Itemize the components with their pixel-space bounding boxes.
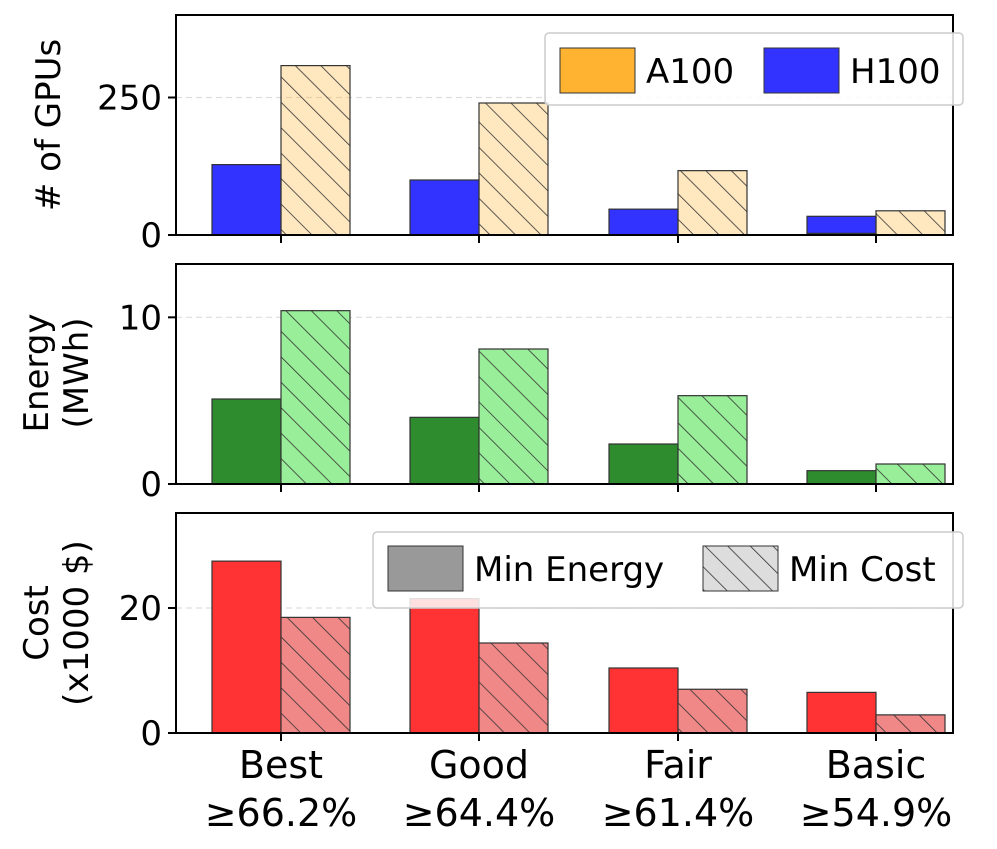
energy-bar-good-min-energy	[409, 416, 480, 485]
panel-energy: 0 10 Energy (MWh)	[17, 263, 954, 505]
category-threshold-basic: ≥54.9%	[800, 791, 953, 835]
energy-bar-fair-min-cost-hatch	[677, 395, 748, 485]
panel-energy-frame	[175, 263, 954, 485]
panel-energy-yticks: 0 10	[119, 298, 176, 505]
legend-a100-label: A100	[646, 52, 734, 92]
panel-gpus-yticks: 0 250	[97, 79, 176, 256]
legend-min-energy-label: Min Energy	[474, 550, 664, 590]
energy-bar-good-min-cost-hatch	[478, 348, 549, 485]
energy-bar-basic-min-cost-hatch	[875, 463, 946, 485]
legend-min-cost-label: Min Cost	[789, 550, 936, 590]
category-threshold-fair: ≥61.4%	[602, 791, 755, 835]
legend-min-cost-swatch	[702, 545, 779, 592]
category-label-best: Best	[239, 743, 323, 787]
legend-gpu-type: A100 H100	[544, 32, 964, 106]
panel-energy-xticks	[280, 484, 877, 492]
panel-gpus-ylabel: # of GPUs	[29, 39, 69, 211]
gpus-bar-basic-min-cost-a100-hatch	[875, 210, 946, 236]
gpus-bar-basic-min-energy-h100	[806, 215, 877, 234]
cost-ytick-label: 0	[140, 714, 162, 754]
gpus-bar-fair-min-energy-h100	[608, 208, 679, 236]
gpus-bar-good-min-energy-h100	[409, 179, 480, 236]
gpus-ytick-label: 250	[97, 79, 162, 119]
legend-min-energy-swatch	[387, 545, 464, 592]
cost-bar-good-min-energy	[409, 598, 480, 734]
legend-h100-label: H100	[850, 52, 940, 92]
category-label-fair: Fair	[644, 743, 712, 787]
panel-gpus-bars	[211, 64, 946, 236]
legend-strategy-frame	[372, 531, 964, 609]
panel-cost: 0 20 Cost (x1000 $) Min Energy Min Cost	[17, 512, 964, 754]
cost-bar-best-min-energy	[211, 560, 282, 734]
panel-energy-bars	[211, 310, 946, 485]
gpus-bar-best-min-cost-a100-hatch	[280, 64, 351, 236]
x-axis-category-labels: Best≥66.2% Good≥64.4% Fair≥61.4% Basic≥54.9…	[205, 743, 953, 835]
panel-gpus: 0 250 # of GPUs A100 H100	[29, 14, 964, 256]
cost-bar-fair-min-cost-hatch	[677, 688, 748, 734]
cost-ytick-label: 20	[119, 589, 162, 629]
cost-bar-basic-min-energy	[806, 691, 877, 734]
legend-gpu-type-frame	[544, 32, 964, 106]
cost-bar-basic-min-cost-hatch	[875, 714, 946, 734]
panel-cost-xticks	[280, 733, 877, 741]
panel-energy-ylabel-line1: Energy	[17, 313, 57, 432]
legend-a100-swatch	[559, 47, 636, 94]
gpus-bar-good-min-cost-a100-hatch	[478, 102, 549, 236]
panel-cost-yticks: 0 20	[119, 589, 176, 754]
gpus-bar-fair-min-cost-a100-hatch	[677, 170, 748, 236]
energy-bar-best-min-energy	[211, 398, 282, 485]
legend-strategy: Min Energy Min Cost	[372, 531, 964, 609]
cost-bar-good-min-cost-hatch	[478, 642, 549, 734]
energy-ytick-label: 10	[119, 298, 162, 338]
category-label-good: Good	[429, 743, 529, 787]
gpus-ytick-label: 0	[140, 216, 162, 256]
energy-bar-best-min-cost-hatch	[280, 310, 351, 485]
panel-cost-ylabel-line2: (x1000 $)	[57, 540, 97, 706]
energy-bar-basic-min-energy	[806, 470, 877, 485]
panel-energy-ylabel-line2: (MWh)	[57, 317, 97, 428]
energy-ytick-label: 0	[140, 465, 162, 505]
legend-h100-swatch	[763, 47, 840, 94]
panel-gpus-xticks	[280, 235, 877, 243]
category-threshold-good: ≥64.4%	[403, 791, 556, 835]
category-label-basic: Basic	[826, 743, 927, 787]
cost-bar-fair-min-energy	[608, 667, 679, 734]
panel-cost-ylabel-line1: Cost	[17, 585, 57, 661]
panel-gpus-frame	[175, 14, 954, 236]
gpus-bar-best-min-energy-h100	[211, 164, 282, 236]
category-threshold-best: ≥66.2%	[205, 791, 358, 835]
cost-bar-best-min-cost-hatch	[280, 616, 351, 734]
panel-cost-frame	[175, 512, 954, 734]
energy-bar-fair-min-energy	[608, 443, 679, 485]
